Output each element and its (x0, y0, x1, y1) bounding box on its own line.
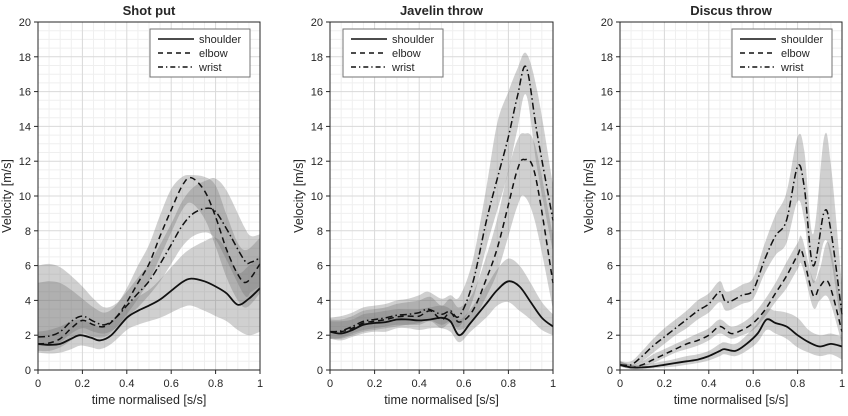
legend-label: shoulder (781, 34, 824, 46)
y-tick-label: 18 (601, 52, 613, 64)
y-tick-label: 10 (19, 191, 31, 203)
y-tick-label: 12 (601, 156, 613, 168)
y-tick-label: 6 (25, 261, 31, 273)
legend-label: elbow (199, 48, 228, 60)
grid-minor (330, 22, 553, 370)
line-elbow (619, 248, 843, 369)
y-tick-label: 16 (19, 87, 31, 99)
x-tick-label: 0.4 (701, 378, 716, 390)
y-tick-label: 18 (311, 52, 323, 64)
y-tick-label: 14 (311, 121, 323, 133)
chart-title: Shot put (123, 3, 176, 18)
x-tick-label: 1 (550, 378, 556, 390)
y-axis-label: Velocity [m/s] (0, 159, 14, 233)
line-shoulder (619, 318, 843, 369)
x-tick-label: 0.6 (456, 378, 471, 390)
y-tick-label: 18 (19, 52, 31, 64)
x-axis-label: time normalised [s/s] (674, 393, 789, 407)
y-tick-label: 12 (311, 156, 323, 168)
legend-label: elbow (781, 48, 810, 60)
legend-label: shoulder (199, 34, 242, 46)
y-tick-label: 10 (311, 191, 323, 203)
legend-box (731, 28, 833, 78)
y-tick-label: 4 (607, 295, 613, 307)
x-tick-label: 0.8 (790, 378, 805, 390)
band-elbow (330, 133, 553, 339)
y-axis-label: Velocity [m/s] (582, 159, 596, 233)
y-tick-label: 8 (25, 226, 31, 238)
legend: shoulder elbow wrist (731, 28, 833, 78)
x-tick-label: 0.2 (367, 378, 382, 390)
band-wrist (330, 52, 553, 339)
x-tick-label: 0.8 (501, 378, 516, 390)
legend-label: wrist (780, 62, 804, 74)
y-tick-label: 14 (601, 121, 613, 133)
band-wrist (38, 177, 260, 346)
band-elbow (620, 235, 842, 369)
line-elbow (37, 176, 261, 345)
y-tick-label: 2 (607, 330, 613, 342)
y-tick-label: 12 (19, 156, 31, 168)
x-tick-label: 0 (35, 378, 41, 390)
y-tick-label: 20 (311, 17, 323, 29)
y-tick-label: 0 (607, 365, 613, 377)
x-tick-label: 0 (617, 378, 623, 390)
legend-label: shoulder (392, 34, 435, 46)
x-tick-label: 0 (327, 378, 333, 390)
x-tick-label: 0.8 (208, 378, 223, 390)
y-tick-label: 0 (317, 365, 323, 377)
x-tick-label: 0.6 (746, 378, 761, 390)
chart-title: Javelin throw (400, 3, 484, 18)
grid-major (330, 22, 553, 370)
legend-label: wrist (198, 62, 222, 74)
y-tick-label: 20 (19, 17, 31, 29)
y-tick-label: 10 (601, 191, 613, 203)
y-tick-label: 8 (317, 226, 323, 238)
y-tick-label: 2 (25, 330, 31, 342)
x-tick-label: 1 (257, 378, 263, 390)
y-tick-label: 14 (19, 121, 31, 133)
legend-label: elbow (392, 48, 421, 60)
x-tick-label: 1 (839, 378, 845, 390)
x-tick-label: 0.4 (119, 378, 134, 390)
band-shoulder (620, 308, 842, 370)
chart-title: Discus throw (690, 3, 773, 18)
legend: shoulder elbow wrist (149, 28, 251, 78)
y-tick-label: 20 (601, 17, 613, 29)
y-tick-label: 2 (317, 330, 323, 342)
line-wrist (619, 164, 843, 367)
y-tick-label: 4 (317, 295, 323, 307)
y-tick-label: 6 (317, 261, 323, 273)
legend: shoulder elbow wrist (342, 28, 444, 78)
y-axis-label: Velocity [m/s] (292, 159, 306, 233)
y-tick-label: 16 (311, 87, 323, 99)
x-axis-label: time normalised [s/s] (384, 393, 499, 407)
y-tick-label: 0 (25, 365, 31, 377)
x-tick-label: 0.2 (75, 378, 90, 390)
line-shoulder (37, 277, 261, 346)
y-tick-label: 16 (601, 87, 613, 99)
grid-major (38, 22, 260, 370)
legend-box (342, 28, 444, 78)
line-wrist (37, 207, 261, 338)
legend-box (149, 28, 251, 78)
line-shoulder (329, 280, 554, 337)
y-tick-label: 6 (607, 261, 613, 273)
line-wrist (329, 65, 554, 333)
y-tick-label: 4 (25, 295, 31, 307)
x-tick-label: 0.4 (412, 378, 427, 390)
x-tick-label: 0.2 (657, 378, 672, 390)
legend-label: wrist (391, 62, 415, 74)
x-axis-label: time normalised [s/s] (92, 393, 207, 407)
x-tick-label: 0.6 (164, 378, 179, 390)
y-tick-label: 8 (607, 226, 613, 238)
